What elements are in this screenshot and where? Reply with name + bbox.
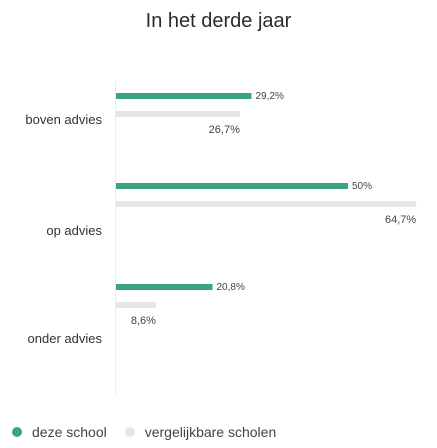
category-label: op advies (46, 223, 102, 238)
data-label: 26,7% (209, 124, 240, 136)
legend-label: deze school (32, 424, 107, 440)
category-label: onder advies (28, 331, 103, 346)
legend-dot-icon (12, 427, 22, 437)
legend-item-vergelijkbare-scholen: vergelijkbare scholen (124, 424, 277, 440)
bar-deze-school (116, 284, 213, 290)
bar-deze-school (116, 93, 252, 99)
data-label: 50% (352, 181, 372, 192)
category-label: boven advies (25, 112, 102, 127)
legend-item-deze-school: deze school (12, 424, 107, 440)
bar-vergelijkbare-scholen (116, 111, 240, 117)
data-label: 64,7% (385, 214, 416, 226)
legend-dot-icon (124, 427, 135, 437)
data-label: 29,2% (255, 91, 283, 102)
bar-deze-school (116, 183, 348, 189)
bar-vergelijkbare-scholen (116, 302, 156, 308)
legend-label: vergelijkbare scholen (144, 424, 277, 440)
data-label: 20,8% (217, 282, 245, 293)
chart-title: In het derde jaar (145, 10, 292, 32)
data-label: 8,6% (131, 315, 156, 327)
bar-vergelijkbare-scholen (116, 201, 417, 207)
legend: deze school vergelijkbare scholen (0, 422, 276, 442)
